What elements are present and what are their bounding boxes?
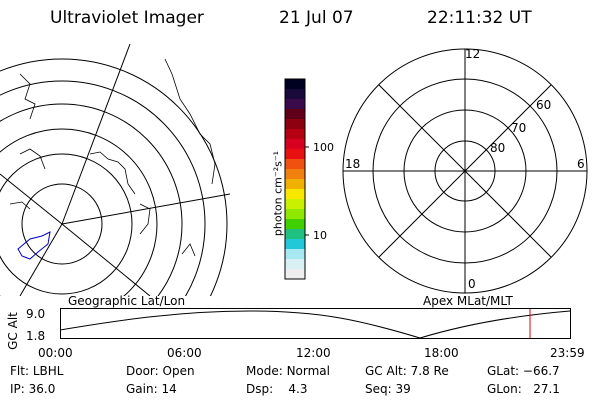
dsp-info: Dsp: 4.3: [246, 382, 308, 396]
gain-info: Gain: 14: [126, 382, 177, 396]
magnetic-polar-plot: [342, 48, 588, 294]
intensity-colorbar: [284, 78, 309, 280]
glat-info: GLat: −66.7: [487, 364, 560, 378]
geographic-map: [0, 44, 230, 296]
mode-info: Mode: Normal: [246, 364, 330, 378]
date-label: 21 Jul 07: [279, 8, 354, 28]
time-tick-0000: 00:00: [38, 346, 73, 360]
seq-info: Seq: 39: [365, 382, 411, 396]
time-tick-1800: 18:00: [424, 346, 459, 360]
altitude-timeline: [60, 308, 571, 339]
geographic-label: Geographic Lat/Lon: [68, 294, 186, 308]
colorbar-tick-100: 100: [313, 141, 334, 154]
door-info: Door: Open: [126, 364, 195, 378]
colorbar-cell: [285, 189, 305, 200]
colorbar-cell: [285, 229, 305, 240]
colorbar-cell: [285, 239, 305, 250]
time-tick-0600: 06:00: [167, 346, 202, 360]
gc-alt-info: GC Alt: 7.8 Re: [365, 364, 449, 378]
colorbar-cell: [285, 99, 305, 110]
mlat-label-80: 80: [490, 141, 506, 155]
colorbar-cell: [285, 159, 305, 170]
mlt-label-12: 12: [465, 47, 481, 61]
colorbar-cell: [285, 249, 305, 260]
mlat-label-70: 70: [511, 121, 527, 135]
time-tick-2359: 23:59: [550, 346, 585, 360]
filter-info: Flt: LBHL: [10, 364, 64, 378]
colorbar-cell: [285, 79, 305, 90]
colorbar-cell: [285, 209, 305, 220]
colorbar-cell: [285, 169, 305, 180]
instrument-title: Ultraviolet Imager: [50, 8, 204, 28]
altitude-tick-max: 9.0: [26, 307, 46, 321]
colorbar-cell: [285, 129, 305, 140]
colorbar-cell: [285, 89, 305, 100]
colorbar-cell: [285, 259, 305, 270]
mlt-label-18: 18: [345, 157, 361, 171]
colorbar-cell: [285, 119, 305, 130]
colorbar-cell: [285, 199, 305, 210]
colorbar-cell: [285, 179, 305, 190]
time-label: 22:11:32 UT: [427, 8, 532, 28]
colorbar-cell: [285, 219, 305, 230]
ip-info: IP: 36.0: [10, 382, 56, 396]
colorbar-unit: photon cm⁻²s⁻¹: [271, 150, 285, 237]
colorbar-cell: [285, 149, 305, 160]
colorbar-cell: [285, 269, 305, 280]
mlt-label-6: 6: [577, 157, 585, 171]
mlt-label-0: 0: [468, 277, 476, 291]
colorbar-cell: [285, 109, 305, 120]
mlat-label-60: 60: [536, 98, 552, 112]
altitude-tick-min: 1.8: [26, 329, 46, 343]
magnetic-label: Apex MLat/MLT: [423, 294, 513, 308]
time-tick-1200: 12:00: [296, 346, 331, 360]
colorbar-cell: [285, 139, 305, 150]
colorbar-tick-10: 10: [313, 229, 327, 242]
glon-info: GLon: 27.1: [487, 382, 560, 396]
